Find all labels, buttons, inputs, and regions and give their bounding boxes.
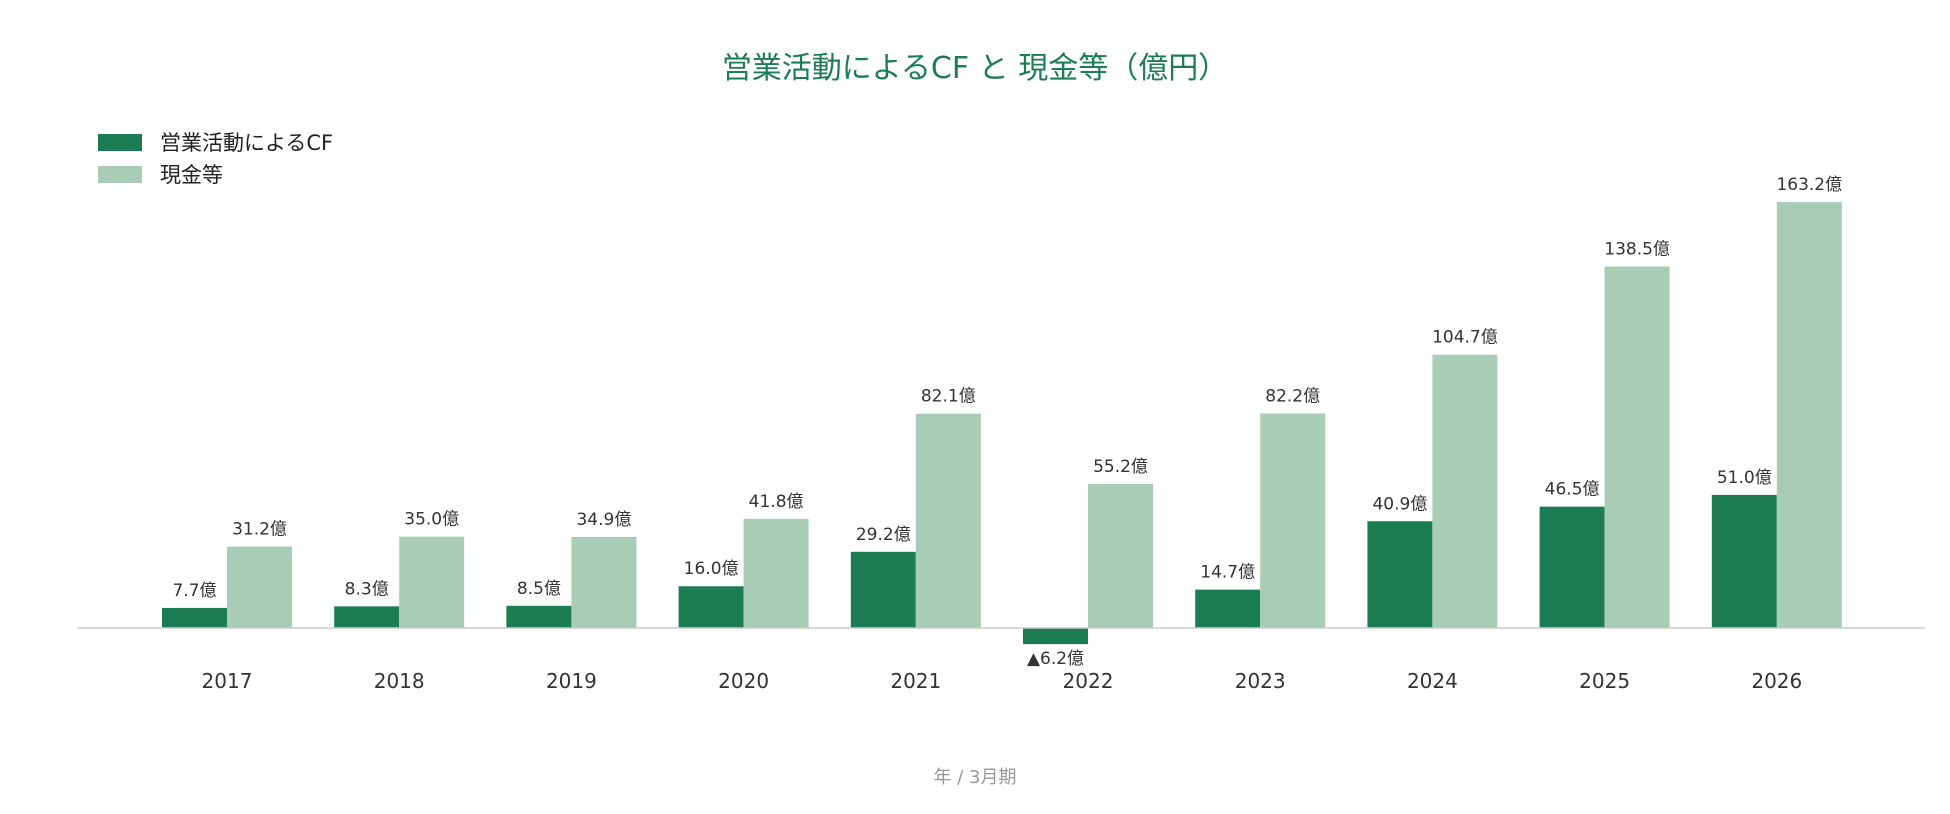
value-label-operating-cf-2020: 16.0億: [684, 559, 739, 579]
value-label-operating-cf-2025: 46.5億: [1545, 480, 1600, 500]
x-tick-label-2023: 2023: [1235, 669, 1286, 693]
bar-operating-cf-2018: [334, 606, 400, 628]
value-label-operating-cf-2026: 51.0億: [1717, 468, 1772, 488]
x-tick-label-2017: 2017: [202, 669, 253, 693]
bar-operating-cf-2019: [506, 605, 572, 628]
x-tick-label-2022: 2022: [1063, 669, 1114, 693]
value-label-cash-2025: 138.5億: [1604, 240, 1670, 260]
bar-cash-2026: [1776, 202, 1842, 628]
value-label-cash-2023: 82.2億: [1265, 386, 1320, 406]
bar-cash-2017: [227, 546, 292, 628]
value-label-operating-cf-2017: 7.7億: [172, 581, 216, 601]
bar-cash-2020: [743, 518, 809, 628]
x-tick-label-2019: 2019: [546, 669, 597, 693]
bar-cash-2023: [1260, 413, 1326, 628]
bar-operating-cf-2017: [162, 607, 227, 628]
bar-cash-2022: [1088, 483, 1153, 628]
value-label-operating-cf-2019: 8.5億: [517, 579, 561, 599]
value-label-cash-2017: 31.2億: [232, 520, 287, 540]
value-label-operating-cf-2018: 8.3億: [345, 579, 389, 599]
value-label-cash-2022: 55.2億: [1093, 457, 1148, 477]
legend-label-cash: 現金等: [160, 163, 223, 187]
value-label-operating-cf-2022: ▲6.2億: [1027, 649, 1084, 669]
bar-operating-cf-2020: [678, 586, 744, 628]
bar-cash-2024: [1432, 354, 1498, 628]
x-tick-label-2026: 2026: [1751, 669, 1802, 693]
value-label-cash-2021: 82.1億: [921, 387, 976, 407]
x-tick-label-2024: 2024: [1407, 669, 1458, 693]
bar-cash-2018: [399, 536, 465, 628]
value-label-operating-cf-2023: 14.7億: [1200, 563, 1255, 583]
value-label-cash-2019: 34.9億: [576, 510, 631, 530]
x-tick-label-2018: 2018: [374, 669, 425, 693]
legend-swatch-operating-cf: [98, 134, 142, 151]
bar-operating-cf-2024: [1367, 521, 1433, 628]
bar-cash-2025: [1604, 266, 1670, 628]
value-labels-group: 7.7億 31.2億 8.3億 35.0億 8.5億 34.9億 16.0億 41.8億 29.…: [172, 175, 1842, 669]
legend: 営業活動によるCF 現金等: [98, 131, 333, 187]
bar-operating-cf-2026: [1711, 494, 1777, 628]
x-axis-label: 年 / 3月期: [934, 767, 1017, 788]
value-label-cash-2024: 104.7億: [1432, 328, 1498, 348]
value-label-cash-2020: 41.8億: [749, 492, 804, 512]
bar-operating-cf-2021: [850, 551, 916, 628]
bars-group: [162, 202, 1842, 645]
bar-operating-cf-2022: [1023, 628, 1088, 645]
value-label-cash-2018: 35.0億: [404, 510, 459, 530]
bar-operating-cf-2023: [1195, 589, 1261, 628]
bar-cash-2021: [915, 413, 981, 628]
value-label-operating-cf-2024: 40.9億: [1372, 494, 1427, 514]
legend-swatch-cash: [98, 166, 142, 183]
bar-operating-cf-2025: [1539, 506, 1605, 628]
x-tick-label-2020: 2020: [718, 669, 769, 693]
value-label-cash-2026: 163.2億: [1776, 175, 1842, 195]
legend-label-operating-cf: 営業活動によるCF: [160, 131, 333, 155]
x-tick-label-2021: 2021: [890, 669, 941, 693]
value-label-operating-cf-2021: 29.2億: [856, 525, 911, 545]
chart-title: 営業活動によるCF と 現金等（億円）: [722, 51, 1228, 86]
bar-cash-2019: [571, 536, 637, 628]
x-tick-labels-group: 2017 2018 2019 2020 2021 2022 2023 2024 2025 2026: [202, 669, 1803, 693]
x-tick-label-2025: 2025: [1579, 669, 1630, 693]
